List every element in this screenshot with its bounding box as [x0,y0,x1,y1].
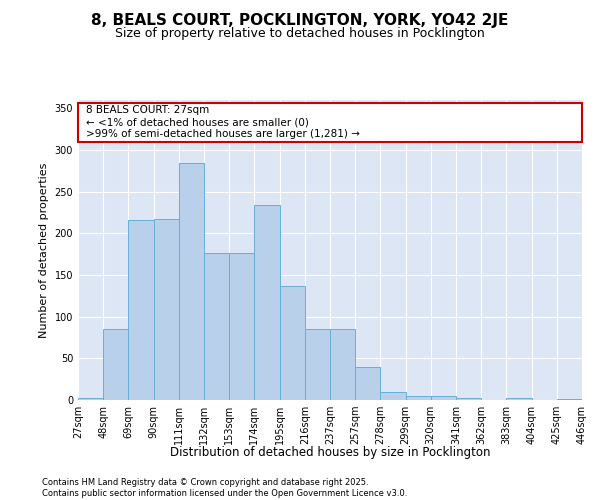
Text: Size of property relative to detached houses in Pocklington: Size of property relative to detached ho… [115,28,485,40]
Bar [380,392,406,400]
Bar [431,396,456,400]
Bar [557,399,582,400]
Bar [254,205,280,400]
Bar [179,162,204,400]
Bar [506,398,532,400]
Text: 8, BEALS COURT, POCKLINGTON, YORK, YO42 2JE: 8, BEALS COURT, POCKLINGTON, YORK, YO42 … [91,12,509,28]
Bar [78,398,103,400]
Bar [128,220,154,400]
Bar [154,219,179,400]
Bar [103,329,128,400]
FancyBboxPatch shape [78,102,582,142]
Bar [305,329,330,400]
Text: Distribution of detached houses by size in Pocklington: Distribution of detached houses by size … [170,446,490,459]
Bar [456,398,481,400]
Bar [204,252,229,400]
Text: 8 BEALS COURT: 27sqm
← <1% of detached houses are smaller (0)
>99% of semi-detac: 8 BEALS COURT: 27sqm ← <1% of detached h… [86,106,359,138]
Text: Contains HM Land Registry data © Crown copyright and database right 2025.
Contai: Contains HM Land Registry data © Crown c… [42,478,407,498]
Bar [330,329,355,400]
Bar [280,286,305,400]
Bar [229,252,254,400]
Y-axis label: Number of detached properties: Number of detached properties [39,162,49,338]
Bar [406,396,431,400]
Bar [355,366,380,400]
